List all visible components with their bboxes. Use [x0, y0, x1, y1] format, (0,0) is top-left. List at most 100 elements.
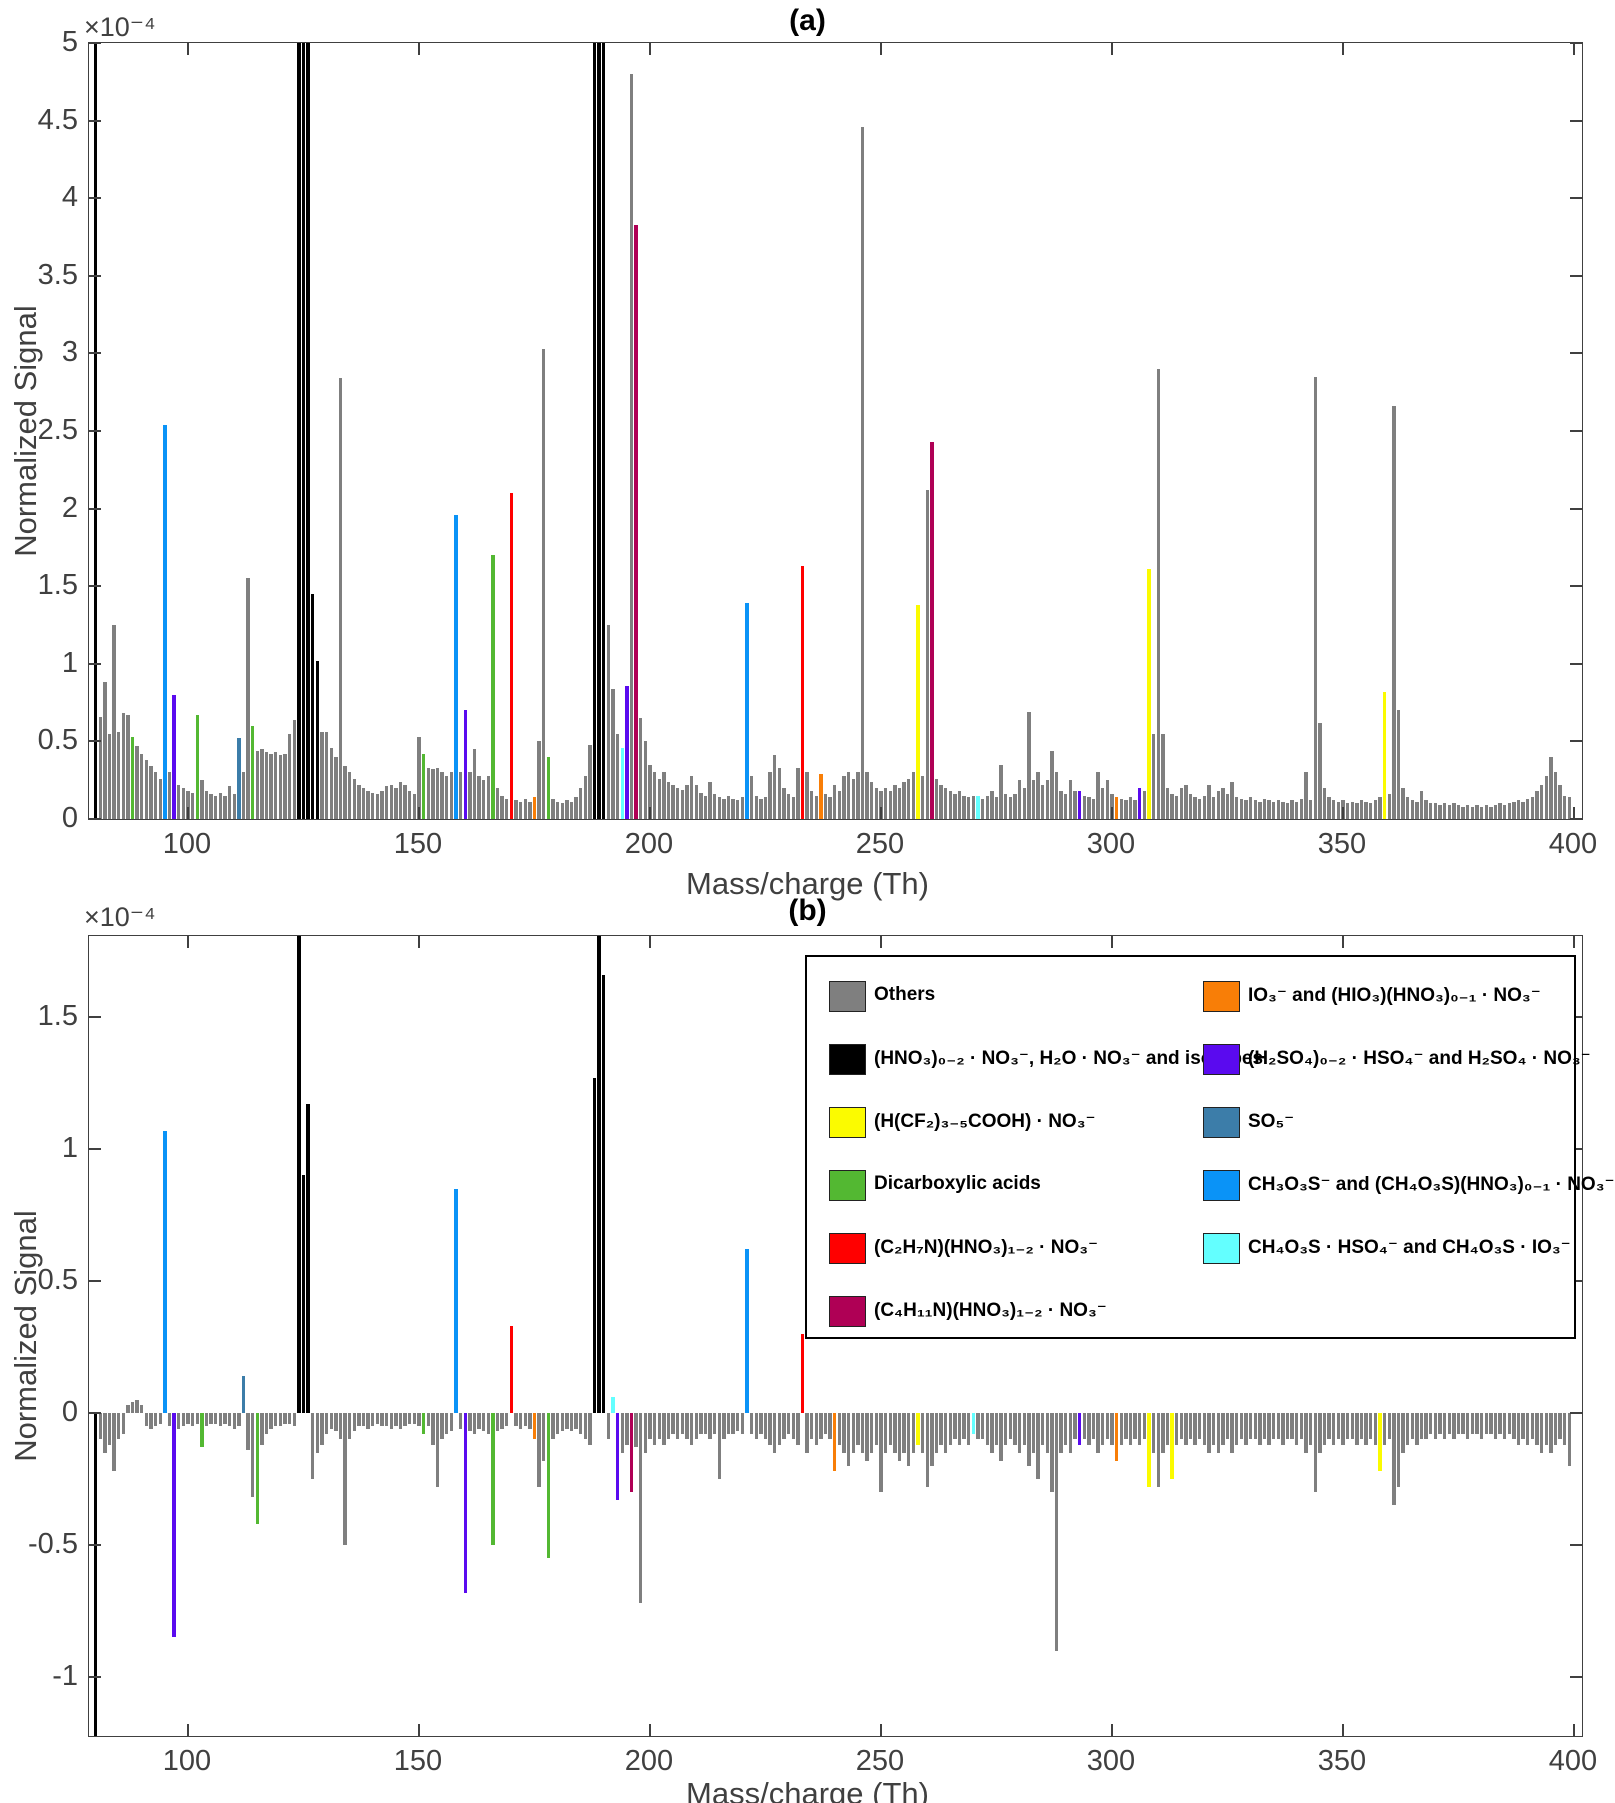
y-tick-mark — [89, 585, 101, 588]
y-tick-label: 1.5 — [37, 1000, 78, 1032]
spectrum-bar — [703, 795, 708, 819]
spectrum-bar — [1022, 1413, 1026, 1445]
spectrum-bar — [657, 1413, 661, 1440]
y-tick-mark — [1570, 1544, 1582, 1546]
spectrum-bar — [417, 736, 421, 819]
spectrum-bar — [274, 752, 278, 819]
spectrum-bar — [311, 593, 315, 819]
spectrum-bar — [495, 787, 500, 819]
spectrum-bar — [223, 1413, 227, 1424]
spectrum-bar — [283, 753, 287, 819]
spectrum-bar — [768, 1413, 772, 1445]
x-tick-mark — [1342, 43, 1344, 55]
spectrum-bar — [1336, 1413, 1341, 1440]
spectrum-bar — [1304, 1413, 1308, 1453]
spectrum-bar — [1336, 801, 1341, 819]
spectrum-bar — [237, 1413, 241, 1427]
x-tick-mark — [1342, 936, 1344, 948]
spectrum-bar — [676, 1413, 680, 1440]
spectrum-bar — [255, 1413, 259, 1524]
spectrum-bar — [694, 1413, 698, 1440]
spectrum-bar — [338, 1413, 343, 1440]
spectrum-bar — [505, 798, 509, 819]
spectrum-bar — [800, 566, 805, 819]
spectrum-bar — [403, 784, 407, 819]
x-tick-mark — [880, 936, 882, 948]
spectrum-bar — [1498, 1413, 1502, 1435]
spectrum-bar — [435, 1413, 440, 1487]
spectrum-bar — [1235, 1413, 1239, 1445]
spectrum-bar — [1031, 1413, 1036, 1453]
y-tick-label: -0.5 — [28, 1528, 78, 1560]
spectrum-bar — [1493, 1413, 1498, 1440]
spectrum-bar — [112, 1413, 116, 1472]
spectrum-bar — [962, 1413, 966, 1440]
spectrum-bar — [782, 787, 786, 819]
spectrum-bar — [592, 43, 597, 819]
spectrum-bar — [1248, 797, 1253, 819]
spectrum-bar — [1087, 1413, 1091, 1445]
spectrum-bar — [204, 1413, 209, 1427]
spectrum-bar — [1498, 803, 1502, 819]
spectrum-bar — [1114, 1413, 1119, 1461]
spectrum-bar — [1313, 376, 1317, 819]
spectrum-bar — [957, 1413, 962, 1445]
spectrum-bar — [796, 767, 800, 819]
spectrum-bar — [283, 1413, 287, 1424]
spectrum-bar — [800, 1333, 805, 1413]
spectrum-bar — [629, 74, 634, 819]
x-tick-label: 150 — [393, 828, 443, 860]
spectrum-bar — [828, 1413, 832, 1440]
spectrum-bar — [1484, 1413, 1488, 1435]
spectrum-bar — [874, 787, 879, 819]
spectrum-bar — [1267, 800, 1271, 819]
spectrum-bar — [1184, 784, 1188, 819]
spectrum-bar — [754, 1413, 758, 1440]
spectrum-bar — [883, 787, 888, 819]
spectrum-bar — [699, 792, 703, 819]
spectrum-bar — [190, 792, 195, 819]
spectrum-bar — [916, 604, 920, 819]
spectrum-bar — [1151, 1413, 1156, 1453]
spectrum-bar — [518, 801, 523, 819]
spectrum-bar — [579, 1413, 583, 1435]
spectrum-bar — [888, 791, 892, 819]
spectrum-bar — [1059, 1413, 1063, 1453]
spectrum-bar — [810, 1413, 814, 1440]
spectrum-bar — [130, 736, 135, 819]
x-tick-mark — [418, 43, 420, 55]
spectrum-bar — [652, 1413, 657, 1445]
x-tick-label: 200 — [624, 1745, 674, 1777]
spectrum-bar — [565, 1413, 569, 1429]
spectrum-bar — [1424, 1413, 1428, 1440]
spectrum-bar — [1503, 1413, 1507, 1440]
spectrum-bar — [579, 787, 583, 819]
y-tick-mark — [89, 1544, 101, 1546]
spectrum-bar — [1378, 797, 1382, 819]
spectrum-bar — [1114, 797, 1119, 819]
spectrum-bar — [1530, 797, 1535, 819]
spectrum-bar — [694, 784, 698, 819]
spectrum-bar — [518, 1413, 523, 1429]
spectrum-bar — [606, 625, 611, 819]
legend-label: (HNO₃)₀₋₂ · NO₃⁻, H₂O · NO₃⁻ and isotope… — [874, 1048, 1264, 1069]
spectrum-bar — [274, 1413, 278, 1427]
spectrum-bar — [1244, 800, 1248, 819]
spectrum-bar — [1013, 1413, 1017, 1445]
spectrum-bar — [292, 719, 296, 819]
spectrum-bar — [1401, 787, 1405, 819]
spectrum-bar — [1382, 1413, 1387, 1445]
spectrum-bar — [763, 797, 768, 819]
spectrum-bar — [1405, 797, 1410, 819]
spectrum-bar — [1308, 800, 1313, 819]
spectrum-bar — [1119, 1413, 1123, 1445]
spectrum-bar — [648, 1413, 652, 1440]
spectrum-bar — [726, 795, 731, 819]
spectrum-bar — [1022, 787, 1026, 819]
spectrum-bar — [615, 733, 620, 819]
spectrum-bar — [195, 1413, 199, 1424]
spectrum-bar — [269, 753, 273, 819]
spectrum-bar — [1410, 1413, 1414, 1440]
spectrum-bar — [1507, 1413, 1511, 1435]
y-tick-mark — [1570, 119, 1582, 122]
